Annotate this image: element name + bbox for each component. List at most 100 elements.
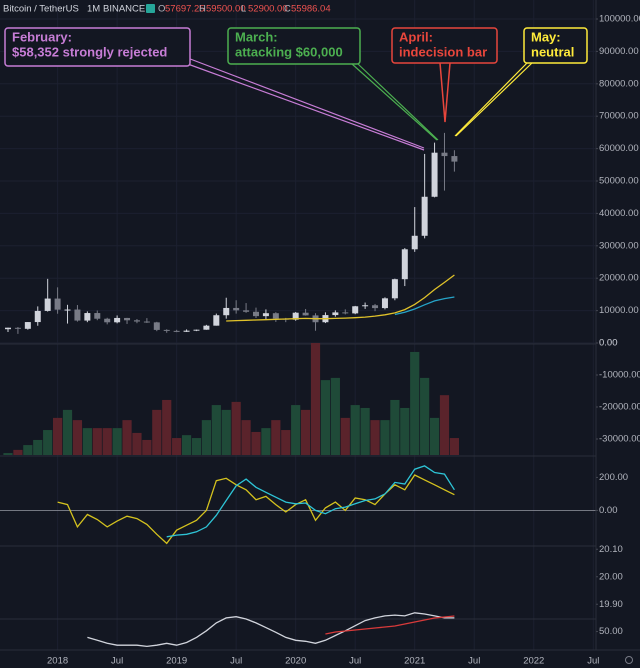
candle-body xyxy=(64,309,71,311)
volume-bar xyxy=(340,417,350,455)
callout-text: attacking $60,000 xyxy=(235,44,343,59)
volume-bar xyxy=(320,380,331,455)
candle-body xyxy=(223,307,230,316)
volume-bar xyxy=(142,439,152,455)
callout-pointer xyxy=(351,63,438,141)
volume-bar xyxy=(72,420,83,455)
volume-bar xyxy=(241,420,251,455)
volume-bar xyxy=(3,453,13,455)
candle-body xyxy=(114,317,121,323)
candle-body xyxy=(44,298,51,311)
line-series xyxy=(166,465,455,538)
volume-bar xyxy=(449,438,459,455)
volume-bar xyxy=(112,428,122,455)
exchange: BINANCE xyxy=(103,4,145,15)
volume-bar xyxy=(33,439,43,455)
volume-bar xyxy=(181,435,192,455)
callout-box xyxy=(4,27,191,67)
candle-body xyxy=(332,312,339,316)
candle-body xyxy=(213,315,220,326)
volume-bar xyxy=(400,407,410,455)
callout-text: April: xyxy=(399,29,433,44)
line-series xyxy=(325,615,455,635)
y-tick-label: 80000.00 xyxy=(599,78,639,89)
ohlc-value: 57697.25 xyxy=(165,4,205,15)
candle-body xyxy=(342,312,349,314)
flag-icon[interactable] xyxy=(146,4,155,13)
candle-body xyxy=(5,327,11,330)
x-tick-label: 2018 xyxy=(47,656,68,667)
x-tick-label: 2020 xyxy=(285,656,306,667)
y-tick-label: 70000.00 xyxy=(599,111,639,122)
line-series xyxy=(394,296,455,316)
volume-bar xyxy=(102,428,112,455)
ohlc-value: 59500.00 xyxy=(206,4,246,15)
y-tick-label: 90000.00 xyxy=(599,46,639,57)
marks xyxy=(3,132,459,648)
candle-body xyxy=(243,310,250,312)
volume-bar xyxy=(162,399,172,455)
candle-body xyxy=(84,313,91,321)
y-tick-label: -30000.00 xyxy=(599,434,640,445)
line-series xyxy=(226,274,455,322)
candle-body xyxy=(451,156,458,162)
candle-body xyxy=(401,249,408,280)
candle-body xyxy=(431,152,438,197)
volume-bar xyxy=(172,438,182,455)
candle-body xyxy=(104,318,111,323)
symbol-title: Bitcoin / TetherUS xyxy=(3,4,79,15)
candle-body xyxy=(153,322,160,330)
volume-bar xyxy=(439,395,450,455)
candle-body xyxy=(193,329,200,331)
x-tick-label: Jul xyxy=(587,656,599,667)
callout-pointer xyxy=(454,62,528,137)
volume-bar xyxy=(13,449,23,455)
volume-bar xyxy=(310,343,321,455)
candle-body xyxy=(253,311,259,317)
y-tick-label: 0.00 xyxy=(599,338,618,349)
y-tick-label: -20000.00 xyxy=(599,402,640,413)
candle-body xyxy=(54,298,61,310)
volume-bar xyxy=(53,417,63,455)
ohlc-key: O xyxy=(158,4,165,15)
volume-bar xyxy=(211,405,221,455)
candle-body xyxy=(421,196,428,236)
settings-icon[interactable] xyxy=(625,656,633,664)
candle-body xyxy=(292,312,299,320)
callout-pointer xyxy=(439,62,451,123)
candle-body xyxy=(14,327,21,329)
grid xyxy=(0,0,596,650)
candle-body xyxy=(362,305,369,307)
x-tick-label: Jul xyxy=(349,656,361,667)
y-tick-label: 30000.00 xyxy=(599,240,639,251)
annotations: February:$58,352 strongly rejected March:… xyxy=(4,27,588,151)
candle-body xyxy=(372,305,379,309)
volume-bar xyxy=(370,420,380,455)
candle-body xyxy=(143,321,150,323)
candle-body xyxy=(94,313,101,319)
volume-bar xyxy=(152,409,162,455)
y-tick-label: 20000.00 xyxy=(599,273,639,284)
volume-bar xyxy=(191,438,202,455)
line-series xyxy=(87,612,455,648)
interval: 1M xyxy=(87,4,100,15)
ohlc-key: H xyxy=(199,4,206,15)
y-tick-label: 20.00 xyxy=(599,571,623,582)
volume-bar xyxy=(291,405,301,455)
volume-bar xyxy=(82,428,92,455)
candle-body xyxy=(302,312,309,316)
y-tick-label: 0.00 xyxy=(599,505,618,516)
y-tick-label: 60000.00 xyxy=(599,143,639,154)
y-tick-label: 10000.00 xyxy=(599,305,639,316)
y-tick-label: 20.10 xyxy=(599,544,623,555)
candle-body xyxy=(173,330,180,332)
axes: 2018 Jul 2019 Jul 2020 Jul 2021 Jul 2022 Jul 0.00 1… xyxy=(47,14,640,667)
candle-body xyxy=(233,307,240,311)
ohlc-value: 55986.04 xyxy=(291,4,331,15)
y-tick-label: 0.00 xyxy=(599,338,618,349)
x-tick-label: 2019 xyxy=(166,656,187,667)
candle-body xyxy=(74,309,81,321)
